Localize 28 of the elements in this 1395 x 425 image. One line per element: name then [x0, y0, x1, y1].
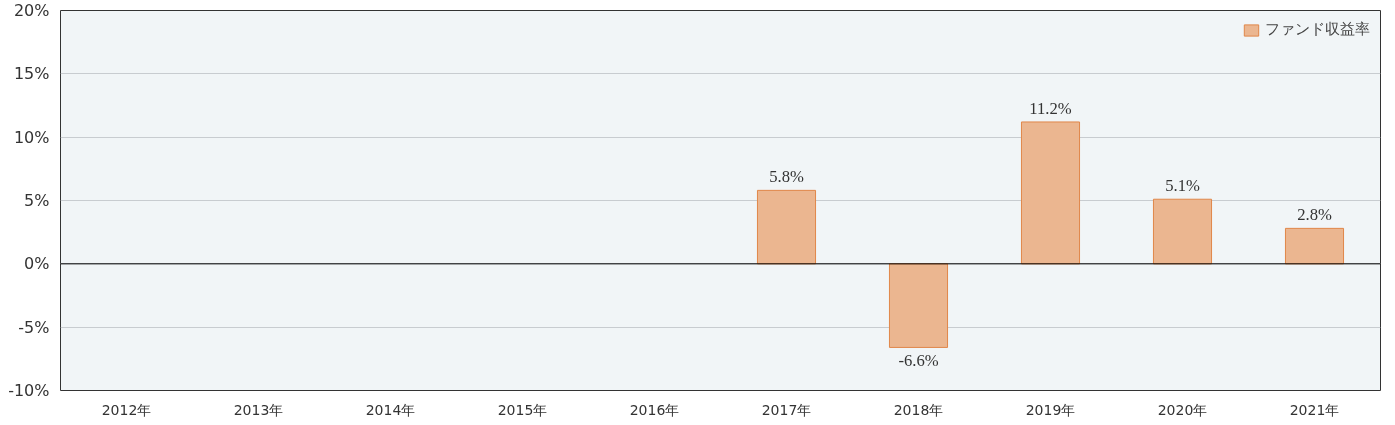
- x-tick-label: 2021年: [1289, 401, 1340, 418]
- x-tick-label: 2019年: [1025, 401, 1076, 418]
- y-tick-label: 20%: [13, 1, 50, 20]
- y-tick-label: 0%: [24, 254, 50, 274]
- bar: [888, 263, 949, 348]
- x-tick-label: 2014年: [365, 401, 416, 418]
- bar: [756, 189, 817, 265]
- bar: [1284, 227, 1345, 265]
- x-tick-label: 2012年: [101, 401, 152, 418]
- data-label: 5.8%: [769, 167, 804, 187]
- x-tick-label: 2017年: [761, 401, 812, 418]
- data-label: 5.1%: [1165, 176, 1200, 196]
- y-tick-label: 15%: [13, 64, 50, 84]
- x-tick-label: 2018年: [893, 401, 944, 418]
- x-tick-label: 2013年: [233, 401, 284, 418]
- y-tick-label: -10%: [8, 381, 50, 400]
- data-label: 11.2%: [1029, 98, 1072, 118]
- y-tick-label: 10%: [13, 127, 50, 147]
- data-label: -6.6%: [898, 351, 939, 371]
- y-tick-label: -5%: [18, 317, 50, 337]
- data-label: 2.8%: [1297, 205, 1332, 225]
- x-tick-label: 2020年: [1157, 401, 1208, 418]
- y-tick-label: 5%: [24, 191, 50, 210]
- bar: [1020, 121, 1081, 265]
- x-tick-label: 2016年: [629, 401, 680, 418]
- x-tick-label: 2015年: [497, 401, 548, 418]
- legend-label: ファンド収益率: [1265, 20, 1370, 39]
- bar: [1152, 198, 1213, 265]
